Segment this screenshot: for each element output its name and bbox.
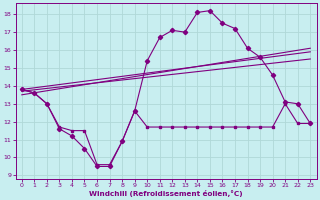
X-axis label: Windchill (Refroidissement éolien,°C): Windchill (Refroidissement éolien,°C)	[89, 190, 243, 197]
